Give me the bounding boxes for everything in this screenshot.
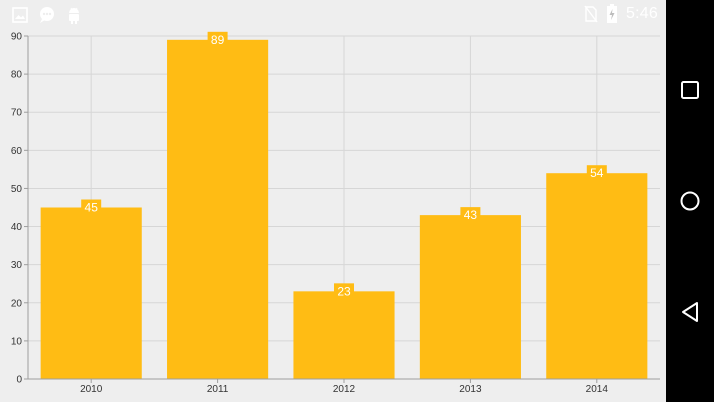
data-label-background [586,165,607,182]
bar-2014 [546,173,648,379]
y-tick-label: 60 [11,146,23,157]
bar-2013 [419,215,521,379]
recents-square-icon [681,81,699,99]
y-tick-label: 70 [11,108,23,119]
y-tick-label: 20 [11,298,23,309]
data-label-background [81,199,102,216]
status-time: 5:46 [626,5,658,22]
android-icon [69,7,79,24]
y-tick-label: 40 [11,222,23,233]
data-label-background [334,283,354,300]
app-area: 0 10 20 30 40 50 60 70 80 90 45 2010 89 2011 23 2012 43 2… [0,0,666,402]
battery-icon [607,4,618,23]
data-label: 43 [464,208,478,222]
x-tick-label: 2010 [80,384,103,395]
y-tick-label: 0 [16,375,22,386]
y-tick-label: 10 [11,336,23,347]
bar-2010 [40,207,142,379]
x-tick-label: 2013 [459,384,482,395]
status-left-icons [12,6,82,24]
data-label: 45 [85,201,99,215]
image-icon [12,7,28,23]
x-tick-label: 2014 [586,384,609,395]
bar-2011 [167,39,269,380]
home-circle-icon [680,191,700,211]
y-tick-label: 50 [11,184,23,195]
chat-bubble-icon [40,7,54,23]
back-triangle-icon [682,302,698,322]
x-tick-label: 2012 [333,384,356,395]
home-button[interactable] [666,177,714,225]
no-sim-icon [584,5,598,23]
back-button[interactable] [666,288,714,336]
bar-chart: 0 10 20 30 40 50 60 70 80 90 45 2010 89 2011 23 2012 43 2… [11,31,660,395]
y-tick-label: 30 [11,260,23,271]
data-label-background [207,31,228,48]
recents-button[interactable] [666,66,714,114]
data-label: 89 [211,33,225,47]
navigation-bar [666,0,714,402]
data-label: 54 [590,166,604,180]
x-tick-label: 2011 [207,384,229,395]
data-label: 23 [337,284,351,298]
bar-2012 [293,291,395,379]
y-tick-label: 80 [11,70,23,81]
status-right: 5:46 [584,4,658,24]
y-tick-label: 90 [11,32,23,43]
data-label-background [460,207,481,224]
status-bar: 5:46 [0,0,666,30]
